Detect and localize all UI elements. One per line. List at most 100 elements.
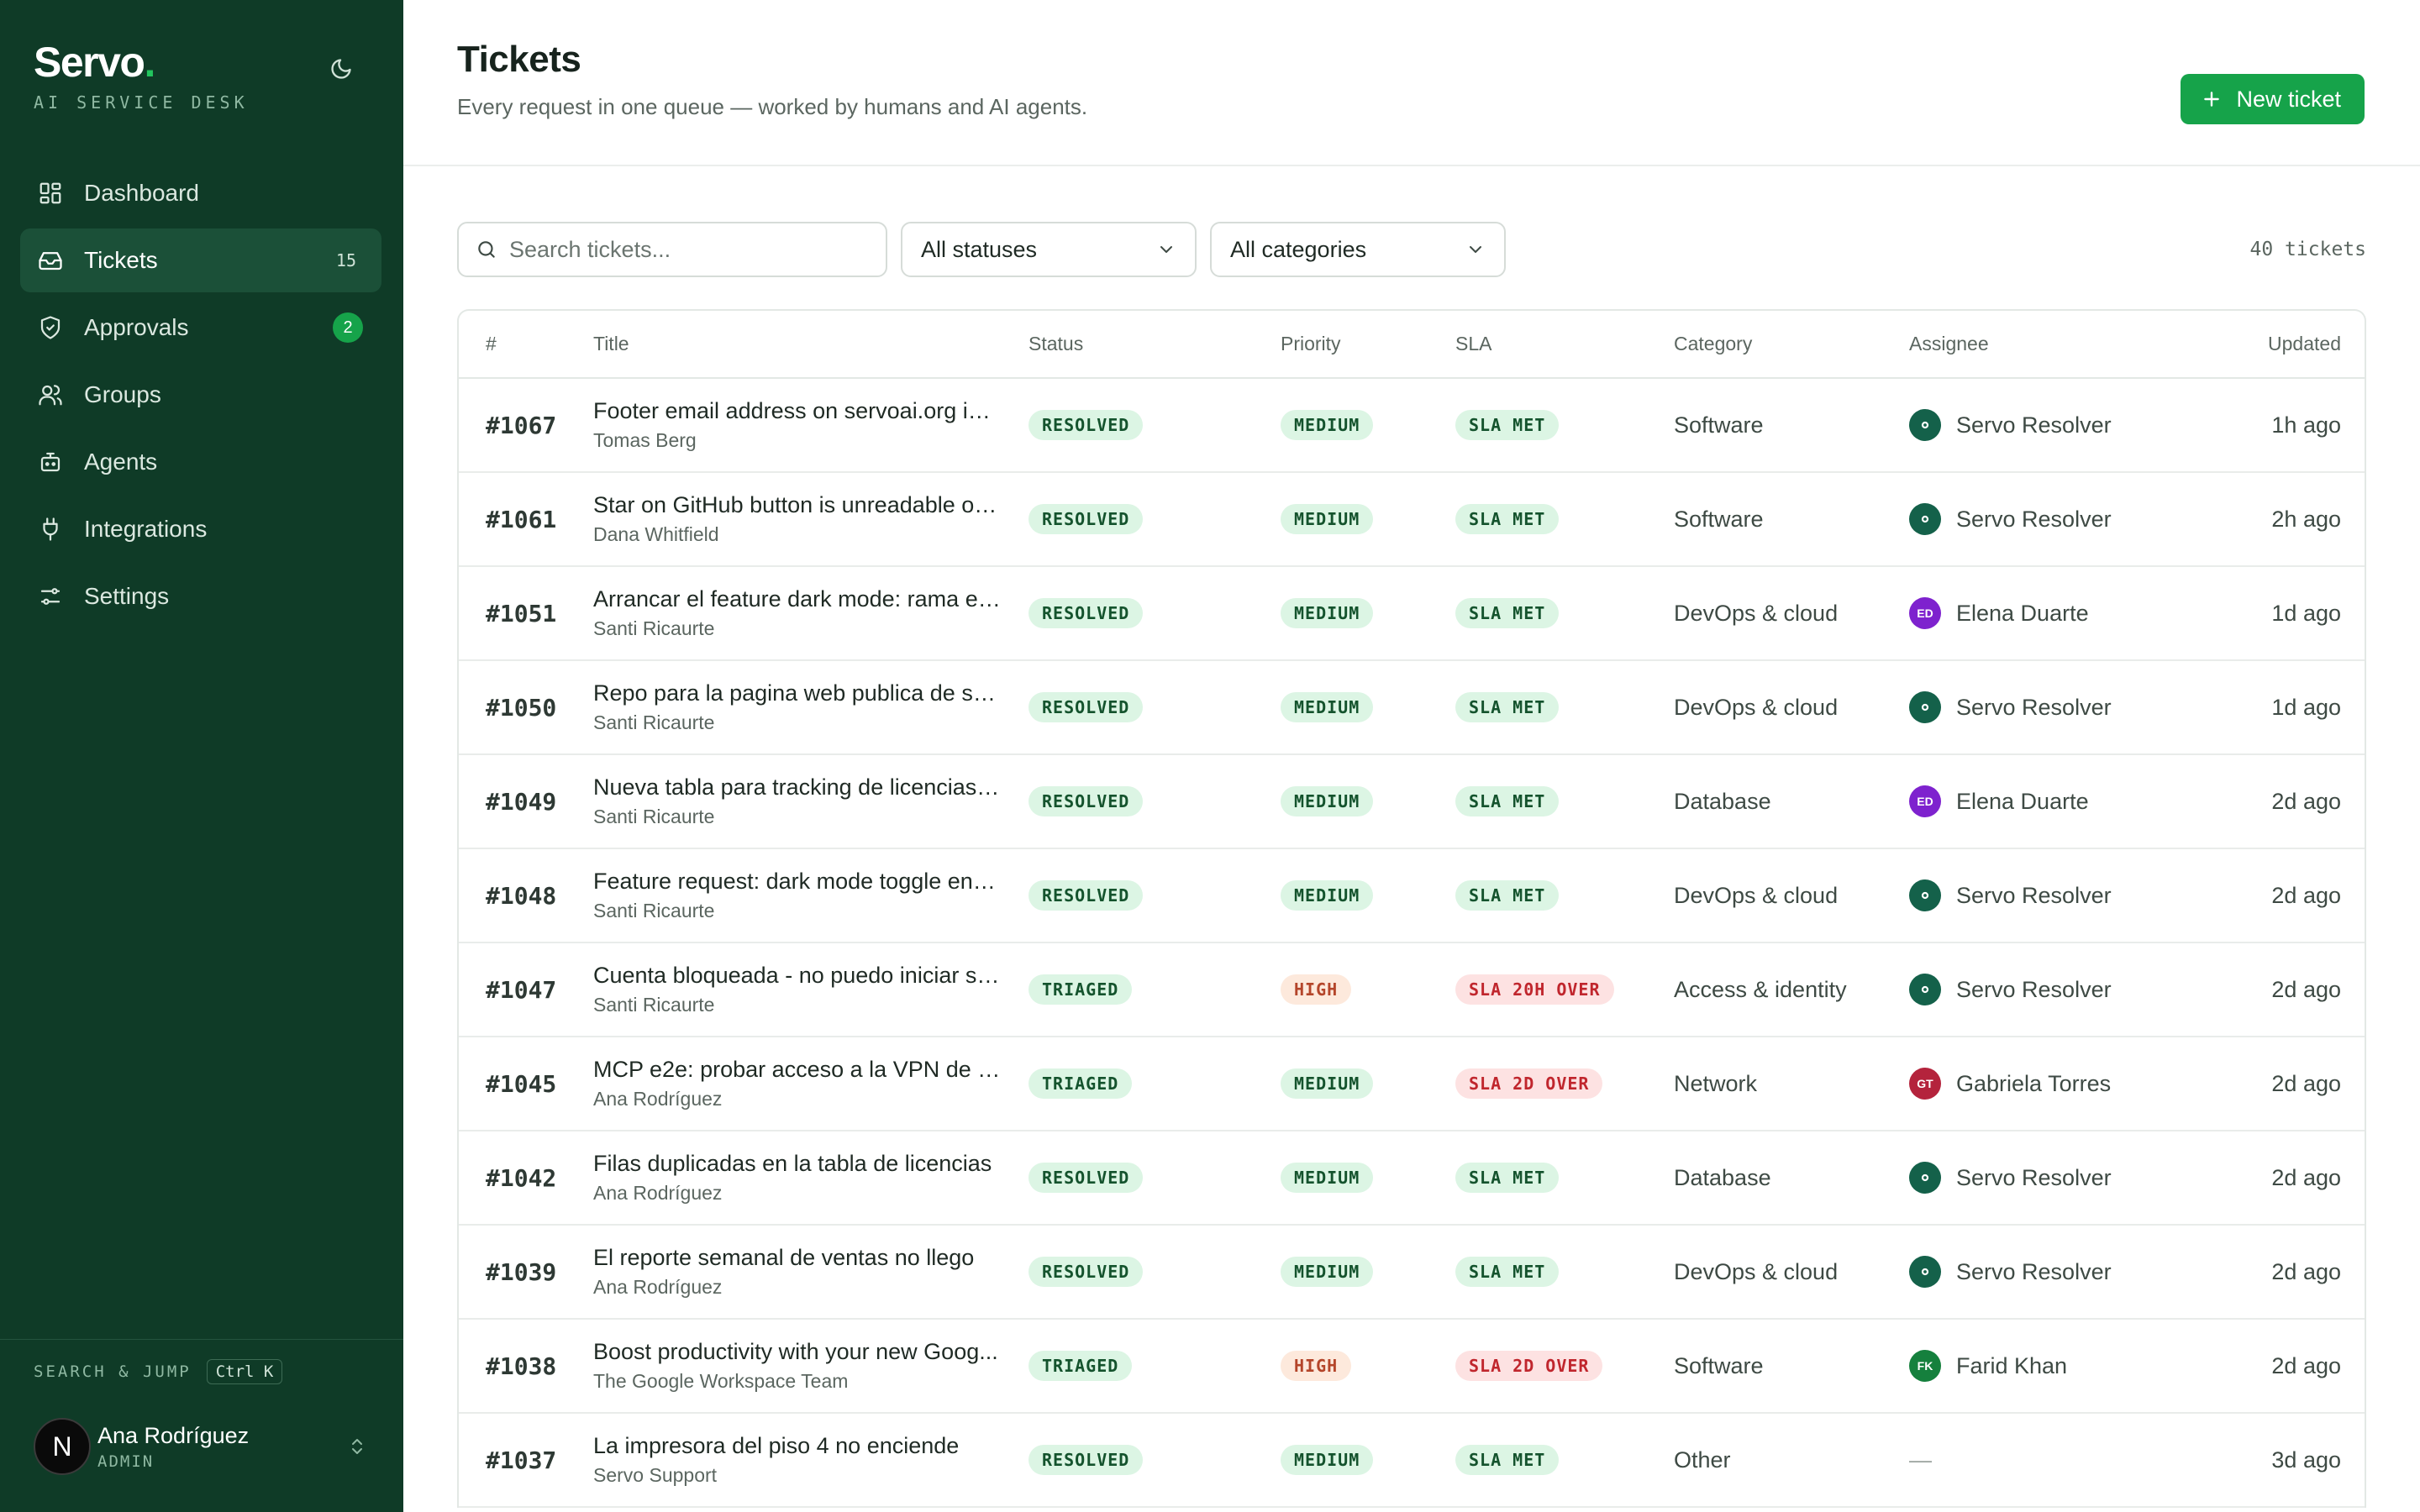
avatar-initials: ED (1917, 795, 1933, 808)
column-header-category[interactable]: Category (1674, 311, 1909, 379)
assignee-name: Servo Resolver (1956, 1164, 2112, 1190)
column-header-updated[interactable]: Updated (2170, 311, 2365, 379)
column-header-sla[interactable]: SLA (1455, 311, 1674, 379)
sidebar-item-approvals[interactable]: Approvals 2 (20, 296, 381, 360)
table-row[interactable]: #1037 La impresora del piso 4 no enciende… (459, 1413, 2365, 1508)
gear-icon (1921, 1173, 1929, 1182)
new-ticket-button[interactable]: New ticket (2181, 74, 2365, 124)
ticket-updated: 2d ago (2170, 1037, 2365, 1131)
sidebar-item-groups[interactable]: Groups (20, 363, 381, 427)
sidebar-nav: Dashboard Tickets 15 Approvals 2 Groups Agents… (20, 161, 381, 632)
table-row[interactable]: #1051 Arrancar el feature dark mode: rama… (459, 566, 2365, 661)
sla-badge: SLA MET (1455, 598, 1560, 628)
avatar-initials: GT (1917, 1077, 1933, 1090)
ticket-category: DevOps & cloud (1674, 1258, 1839, 1284)
ticket-id[interactable]: #1038 (486, 1352, 557, 1380)
column-header-priority[interactable]: Priority (1281, 311, 1455, 379)
ticket-updated: 1h ago (2170, 378, 2365, 473)
status-badge: RESOLVED (1028, 598, 1144, 628)
table-row[interactable]: #1038 Boost productivity with your new Go… (459, 1319, 2365, 1414)
dashboard-icon (37, 180, 64, 207)
ticket-title[interactable]: Repo para la pagina web publica de serv.… (593, 680, 1002, 706)
sidebar-item-dashboard[interactable]: Dashboard (20, 161, 381, 225)
category-filter-select[interactable]: All categories (1210, 222, 1506, 277)
ticket-updated: 2d ago (2170, 754, 2365, 849)
ticket-title[interactable]: Feature request: dark mode toggle en e..… (593, 869, 1002, 894)
theme-toggle-button[interactable] (324, 52, 358, 86)
priority-badge: MEDIUM (1281, 504, 1374, 534)
gear-icon (1921, 515, 1929, 523)
ticket-title[interactable]: Arrancar el feature dark mode: rama en..… (593, 586, 1002, 612)
nav-badge: 2 (333, 312, 363, 343)
ticket-title[interactable]: La impresora del piso 4 no enciende (593, 1433, 960, 1458)
table-row[interactable]: #1047 Cuenta bloqueada - no puedo iniciar… (459, 942, 2365, 1037)
assignee: ED Elena Duarte (1909, 597, 2170, 629)
ticket-title[interactable]: Footer email address on servoai.org is h… (593, 398, 1002, 423)
table-row[interactable]: #1042 Filas duplicadas en la tabla de lic… (459, 1131, 2365, 1226)
table-row[interactable]: #1050 Repo para la pagina web publica de … (459, 660, 2365, 755)
table-row[interactable]: #1049 Nueva tabla para tracking de licenc… (459, 754, 2365, 849)
ticket-title[interactable]: Nueva tabla para tracking de licencias d… (593, 774, 1002, 800)
table-row[interactable]: #1039 El reporte semanal de ventas no lle… (459, 1225, 2365, 1320)
column-header-status[interactable]: Status (1028, 311, 1281, 379)
ticket-id[interactable]: #1042 (486, 1163, 557, 1192)
ticket-id[interactable]: #1061 (486, 505, 557, 533)
ticket-id[interactable]: #1045 (486, 1069, 557, 1098)
priority-badge: HIGH (1281, 974, 1352, 1005)
ticket-requester: Santi Ricaurte (593, 711, 715, 733)
sidebar-item-label: Groups (84, 381, 161, 407)
ticket-id[interactable]: #1067 (486, 411, 557, 439)
search-box[interactable] (457, 222, 887, 277)
assignee-name: Servo Resolver (1956, 694, 2112, 720)
user-menu[interactable]: N Ana Rodríguez ADMIN (34, 1416, 370, 1477)
assignee: Servo Resolver (1909, 1162, 2170, 1194)
ticket-id[interactable]: #1039 (486, 1257, 557, 1286)
ticket-category: Software (1674, 1352, 1764, 1378)
status-badge: RESOLVED (1028, 692, 1144, 722)
ticket-title[interactable]: MCP e2e: probar acceso a la VPN de in... (593, 1057, 1002, 1082)
table-row[interactable]: #1061 Star on GitHub button is unreadable… (459, 472, 2365, 567)
ticket-title[interactable]: Cuenta bloqueada - no puedo iniciar se..… (593, 963, 1002, 988)
ticket-updated: 2d ago (2170, 942, 2365, 1037)
sidebar-item-agents[interactable]: Agents (20, 430, 381, 494)
ticket-id[interactable]: #1049 (486, 787, 557, 816)
column-header-assignee[interactable]: Assignee (1909, 311, 2170, 379)
ticket-title[interactable]: Star on GitHub button is unreadable on..… (593, 492, 1002, 517)
sidebar-divider (0, 1339, 403, 1340)
brand: Servo. AI SERVICE DESK (34, 39, 249, 113)
ticket-id[interactable]: #1048 (486, 881, 557, 910)
assignee: Servo Resolver (1909, 409, 2170, 441)
ticket-category: Software (1674, 412, 1764, 438)
priority-badge: MEDIUM (1281, 1068, 1374, 1099)
avatar: ED (1909, 785, 1941, 817)
ticket-category: Software (1674, 506, 1764, 532)
search-and-jump[interactable]: SEARCH & JUMP Ctrl K (34, 1359, 283, 1384)
ticket-id[interactable]: #1047 (486, 975, 557, 1004)
assignee: Servo Resolver (1909, 691, 2170, 723)
status-badge: TRIAGED (1028, 1068, 1133, 1099)
ticket-title[interactable]: Boost productivity with your new Goog... (593, 1339, 998, 1364)
sidebar-item-integrations[interactable]: Integrations (20, 497, 381, 561)
ticket-title[interactable]: El reporte semanal de ventas no llego (593, 1245, 975, 1270)
ticket-title[interactable]: Filas duplicadas en la tabla de licencia… (593, 1151, 992, 1176)
column-header-title[interactable]: Title (593, 311, 1028, 379)
users-icon (37, 381, 64, 408)
sidebar: Servo. AI SERVICE DESK Dashboard Tickets 1… (0, 0, 403, 1512)
assignee-name: — (1909, 1446, 1932, 1473)
assignee-name: Farid Khan (1956, 1352, 2068, 1378)
ticket-id[interactable]: #1050 (486, 693, 557, 722)
sidebar-item-tickets[interactable]: Tickets 15 (20, 228, 381, 292)
ticket-id[interactable]: #1037 (486, 1446, 557, 1474)
brand-logo[interactable]: Servo. (34, 39, 249, 86)
sidebar-item-settings[interactable]: Settings (20, 564, 381, 628)
priority-badge: MEDIUM (1281, 410, 1374, 440)
table-row[interactable]: #1067 Footer email address on servoai.org… (459, 378, 2365, 473)
ticket-updated: 1d ago (2170, 660, 2365, 755)
ticket-requester: Dana Whitfield (593, 523, 719, 545)
column-header-number[interactable]: # (459, 311, 593, 379)
status-filter-select[interactable]: All statuses (901, 222, 1197, 277)
table-row[interactable]: #1048 Feature request: dark mode toggle e… (459, 848, 2365, 943)
search-input[interactable] (509, 236, 862, 263)
ticket-id[interactable]: #1051 (486, 599, 557, 627)
table-row[interactable]: #1045 MCP e2e: probar acceso a la VPN de … (459, 1037, 2365, 1131)
